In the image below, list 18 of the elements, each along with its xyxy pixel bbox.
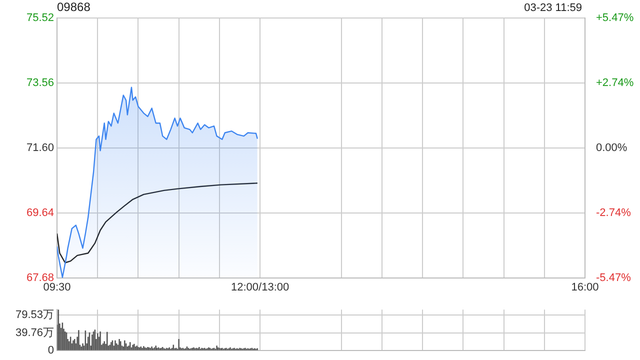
y-tick-label: 71.60 xyxy=(26,142,54,154)
y2-tick-label: -2.74% xyxy=(596,207,632,220)
y2-tick-label: +5.47% xyxy=(596,12,634,24)
y-tick-label: 75.52 xyxy=(26,12,54,24)
y-tick-label: 39.76万 xyxy=(15,326,54,339)
chart-title: 09868 xyxy=(57,0,90,14)
y-tick-label: 69.64 xyxy=(26,207,54,220)
y-tick-label: 79.53万 xyxy=(15,309,54,322)
x-tick-label: 12:00/13:00 xyxy=(231,282,290,294)
y-tick-label: 0 xyxy=(48,344,54,356)
x-tick-label: 09:30 xyxy=(43,282,71,294)
x-tick-label: 16:00 xyxy=(571,282,599,294)
y2-tick-label: 0.00% xyxy=(596,142,628,154)
y-tick-label: 67.68 xyxy=(26,272,54,284)
y-tick-label: 73.56 xyxy=(26,77,54,90)
y2-tick-label: +2.74% xyxy=(596,76,634,89)
y2-tick-label: -5.47% xyxy=(596,272,632,284)
text: 03-23 11:59 xyxy=(524,1,582,15)
